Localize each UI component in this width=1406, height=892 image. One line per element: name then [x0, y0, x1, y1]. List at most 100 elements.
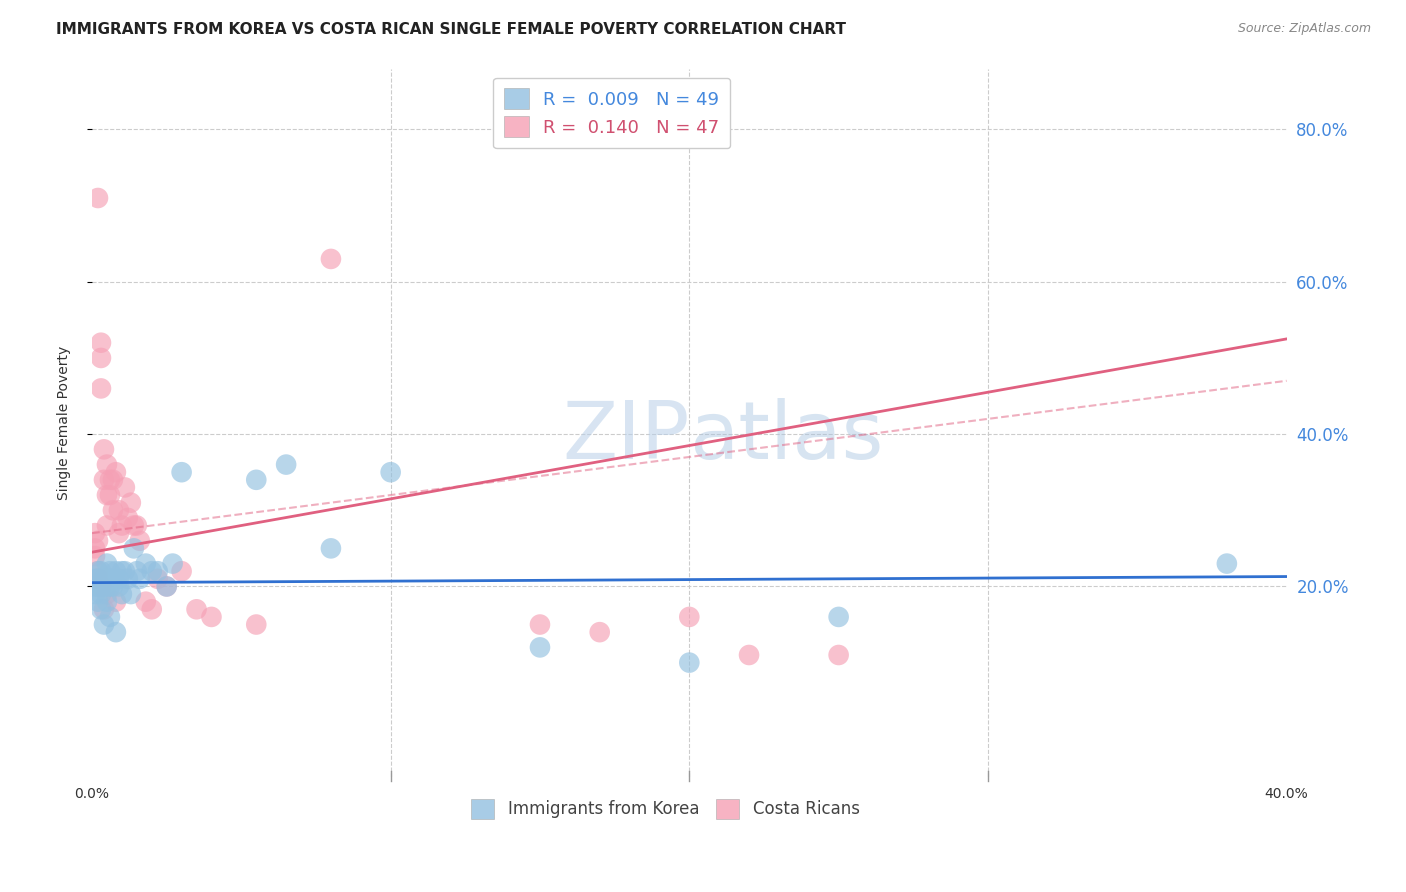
Point	[93, 442, 115, 457]
Point	[90, 587, 112, 601]
Point	[111, 518, 134, 533]
Point	[96, 518, 118, 533]
Point	[245, 473, 267, 487]
Point	[128, 572, 150, 586]
Point	[90, 381, 112, 395]
Point	[87, 595, 110, 609]
Point	[104, 564, 127, 578]
Point	[96, 488, 118, 502]
Point	[101, 579, 124, 593]
Point	[93, 602, 115, 616]
Point	[117, 572, 139, 586]
Point	[245, 617, 267, 632]
Point	[93, 579, 115, 593]
Point	[114, 480, 136, 494]
Point	[186, 602, 208, 616]
Point	[104, 595, 127, 609]
Point	[90, 602, 112, 616]
Point	[90, 579, 112, 593]
Point	[108, 503, 131, 517]
Point	[156, 579, 179, 593]
Point	[122, 518, 145, 533]
Point	[90, 351, 112, 365]
Point	[529, 640, 551, 655]
Point	[146, 572, 169, 586]
Point	[87, 572, 110, 586]
Point	[319, 252, 342, 266]
Point	[96, 595, 118, 609]
Point	[1216, 557, 1239, 571]
Point	[738, 648, 761, 662]
Point	[122, 541, 145, 556]
Point	[84, 572, 107, 586]
Point	[111, 564, 134, 578]
Point	[319, 541, 342, 556]
Point	[146, 564, 169, 578]
Point	[96, 458, 118, 472]
Point	[120, 496, 142, 510]
Point	[90, 564, 112, 578]
Point	[101, 503, 124, 517]
Point	[141, 564, 163, 578]
Point	[128, 533, 150, 548]
Point	[101, 572, 124, 586]
Point	[827, 610, 849, 624]
Point	[84, 541, 107, 556]
Text: atlas: atlas	[689, 398, 884, 475]
Point	[90, 579, 112, 593]
Point	[98, 564, 121, 578]
Text: IMMIGRANTS FROM KOREA VS COSTA RICAN SINGLE FEMALE POVERTY CORRELATION CHART: IMMIGRANTS FROM KOREA VS COSTA RICAN SIN…	[56, 22, 846, 37]
Point	[111, 587, 134, 601]
Point	[98, 579, 121, 593]
Point	[108, 526, 131, 541]
Point	[93, 617, 115, 632]
Point	[98, 473, 121, 487]
Point	[87, 533, 110, 548]
Point	[98, 610, 121, 624]
Point	[678, 610, 700, 624]
Point	[87, 572, 110, 586]
Point	[276, 458, 298, 472]
Point	[678, 656, 700, 670]
Point	[108, 572, 131, 586]
Point	[96, 587, 118, 601]
Point	[125, 564, 148, 578]
Point	[87, 564, 110, 578]
Point	[120, 587, 142, 601]
Point	[156, 579, 179, 593]
Point	[96, 572, 118, 586]
Point	[93, 572, 115, 586]
Point	[98, 488, 121, 502]
Point	[380, 465, 402, 479]
Point	[529, 617, 551, 632]
Point	[87, 191, 110, 205]
Point	[827, 648, 849, 662]
Point	[141, 602, 163, 616]
Point	[170, 465, 193, 479]
Point	[108, 579, 131, 593]
Point	[96, 557, 118, 571]
Point	[170, 564, 193, 578]
Point	[84, 587, 107, 601]
Point	[93, 473, 115, 487]
Point	[96, 579, 118, 593]
Point	[162, 557, 184, 571]
Point	[114, 564, 136, 578]
Point	[84, 579, 107, 593]
Text: ZIP: ZIP	[562, 398, 689, 475]
Point	[104, 465, 127, 479]
Point	[84, 549, 107, 563]
Legend: Immigrants from Korea, Costa Ricans: Immigrants from Korea, Costa Ricans	[464, 793, 866, 825]
Point	[101, 473, 124, 487]
Point	[135, 557, 157, 571]
Point	[90, 335, 112, 350]
Point	[87, 564, 110, 578]
Point	[135, 595, 157, 609]
Point	[84, 526, 107, 541]
Point	[117, 511, 139, 525]
Y-axis label: Single Female Poverty: Single Female Poverty	[58, 345, 72, 500]
Point	[589, 625, 612, 640]
Point	[104, 625, 127, 640]
Text: Source: ZipAtlas.com: Source: ZipAtlas.com	[1237, 22, 1371, 36]
Point	[125, 518, 148, 533]
